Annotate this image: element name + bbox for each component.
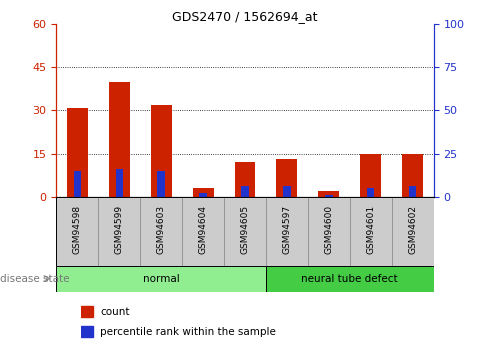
- Bar: [235, 162, 255, 197]
- Bar: [266, 266, 434, 292]
- Bar: [242, 186, 248, 197]
- Bar: [151, 105, 171, 197]
- Text: GSM94602: GSM94602: [408, 205, 417, 254]
- Text: normal: normal: [143, 274, 179, 284]
- Bar: [98, 197, 140, 266]
- Text: GSM94597: GSM94597: [282, 205, 292, 254]
- Bar: [116, 169, 123, 197]
- Bar: [266, 197, 308, 266]
- Bar: [81, 326, 93, 337]
- Text: GSM94599: GSM94599: [115, 205, 124, 254]
- Bar: [56, 266, 266, 292]
- Bar: [193, 188, 214, 197]
- Text: GSM94600: GSM94600: [324, 205, 333, 254]
- Bar: [199, 193, 207, 197]
- Bar: [350, 197, 392, 266]
- Text: percentile rank within the sample: percentile rank within the sample: [100, 327, 276, 337]
- Bar: [67, 108, 88, 197]
- Bar: [140, 197, 182, 266]
- Bar: [402, 154, 423, 197]
- Bar: [56, 197, 98, 266]
- Bar: [157, 171, 165, 197]
- Bar: [409, 186, 416, 197]
- Bar: [325, 195, 333, 197]
- Bar: [276, 159, 297, 197]
- Bar: [392, 197, 434, 266]
- Text: GSM94604: GSM94604: [198, 205, 208, 254]
- Text: neural tube defect: neural tube defect: [301, 274, 398, 284]
- Bar: [367, 188, 374, 197]
- Bar: [318, 191, 339, 197]
- Text: GSM94598: GSM94598: [73, 205, 82, 254]
- Bar: [109, 82, 130, 197]
- Text: GSM94603: GSM94603: [157, 205, 166, 254]
- Text: count: count: [100, 306, 130, 316]
- Bar: [224, 197, 266, 266]
- Bar: [74, 171, 81, 197]
- Text: GSM94601: GSM94601: [366, 205, 375, 254]
- Bar: [308, 197, 350, 266]
- Bar: [360, 154, 381, 197]
- Bar: [81, 306, 93, 317]
- Bar: [283, 186, 291, 197]
- Bar: [182, 197, 224, 266]
- Text: disease state: disease state: [0, 274, 70, 284]
- Title: GDS2470 / 1562694_at: GDS2470 / 1562694_at: [172, 10, 318, 23]
- Text: GSM94605: GSM94605: [241, 205, 249, 254]
